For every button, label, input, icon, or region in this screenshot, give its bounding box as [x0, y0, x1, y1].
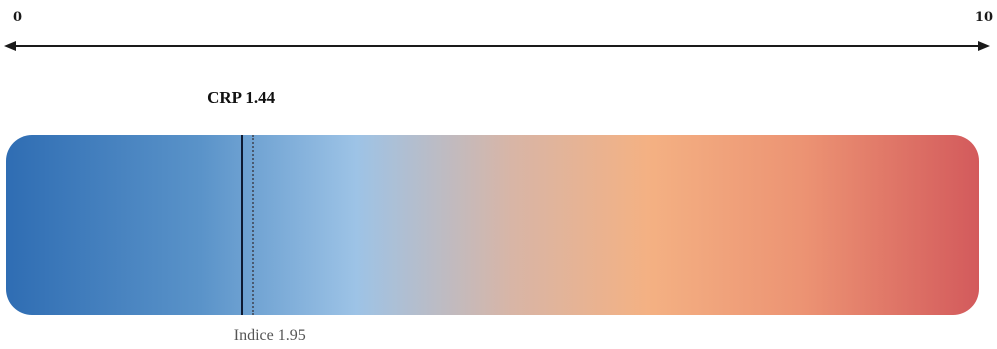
crp-marker-line	[241, 135, 244, 315]
crp-label: CRP 1.44	[207, 88, 276, 107]
scale-max-label: 10	[974, 10, 993, 25]
arrow-left-icon	[4, 41, 16, 51]
double-arrow-axis	[4, 41, 990, 51]
index-marker-line	[251, 135, 254, 315]
gradient-scale-bar	[6, 135, 979, 315]
index-label: Indice 1.95	[233, 327, 306, 344]
arrow-right-icon	[978, 41, 990, 51]
scale-min-label: 0	[13, 10, 23, 25]
